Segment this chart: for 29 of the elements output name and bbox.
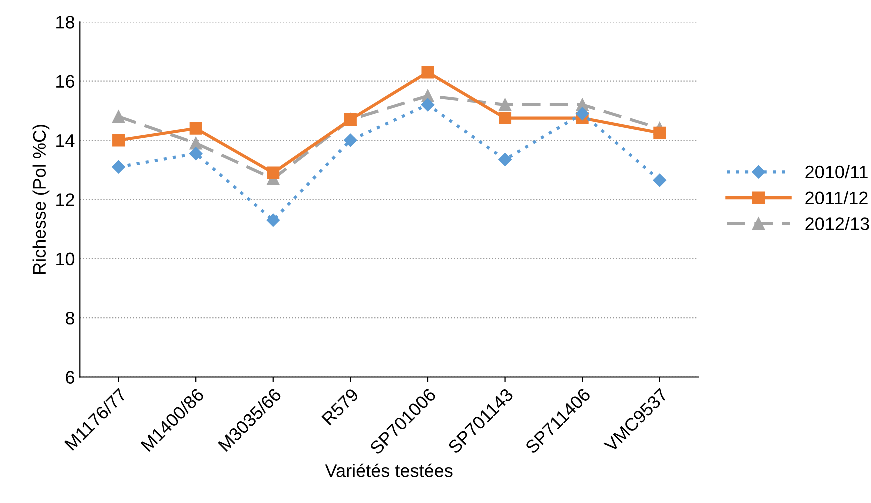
y-tick-label: 12: [56, 194, 74, 206]
x-axis-title: Variétés testées: [325, 464, 453, 478]
point: [653, 174, 666, 188]
point: [190, 122, 202, 135]
legend-label: 2010/11: [806, 165, 868, 179]
point: [112, 160, 126, 174]
point: [499, 112, 512, 125]
y-tick-label: 16: [56, 75, 74, 88]
point: [422, 66, 434, 79]
point: [267, 166, 280, 180]
point: [190, 137, 202, 150]
y-tick-label: 6: [66, 371, 74, 384]
point: [498, 153, 512, 166]
point: [112, 134, 126, 147]
point: [576, 107, 590, 120]
y-tick-label: 8: [66, 312, 74, 325]
point: [499, 98, 512, 112]
y-tick-label: 14: [56, 134, 75, 148]
y-tick-label: 10: [56, 252, 75, 266]
y-axis-title: Richesse (Pol %C): [32, 125, 50, 274]
point: [112, 110, 126, 124]
point: [421, 98, 435, 112]
legend-label: 2012/13: [806, 217, 870, 230]
point: [189, 147, 203, 160]
point: [344, 134, 358, 148]
y-tick-label: 18: [56, 16, 74, 29]
point: [654, 126, 666, 140]
point: [266, 214, 280, 227]
legend-label: 2011/12: [806, 191, 868, 205]
